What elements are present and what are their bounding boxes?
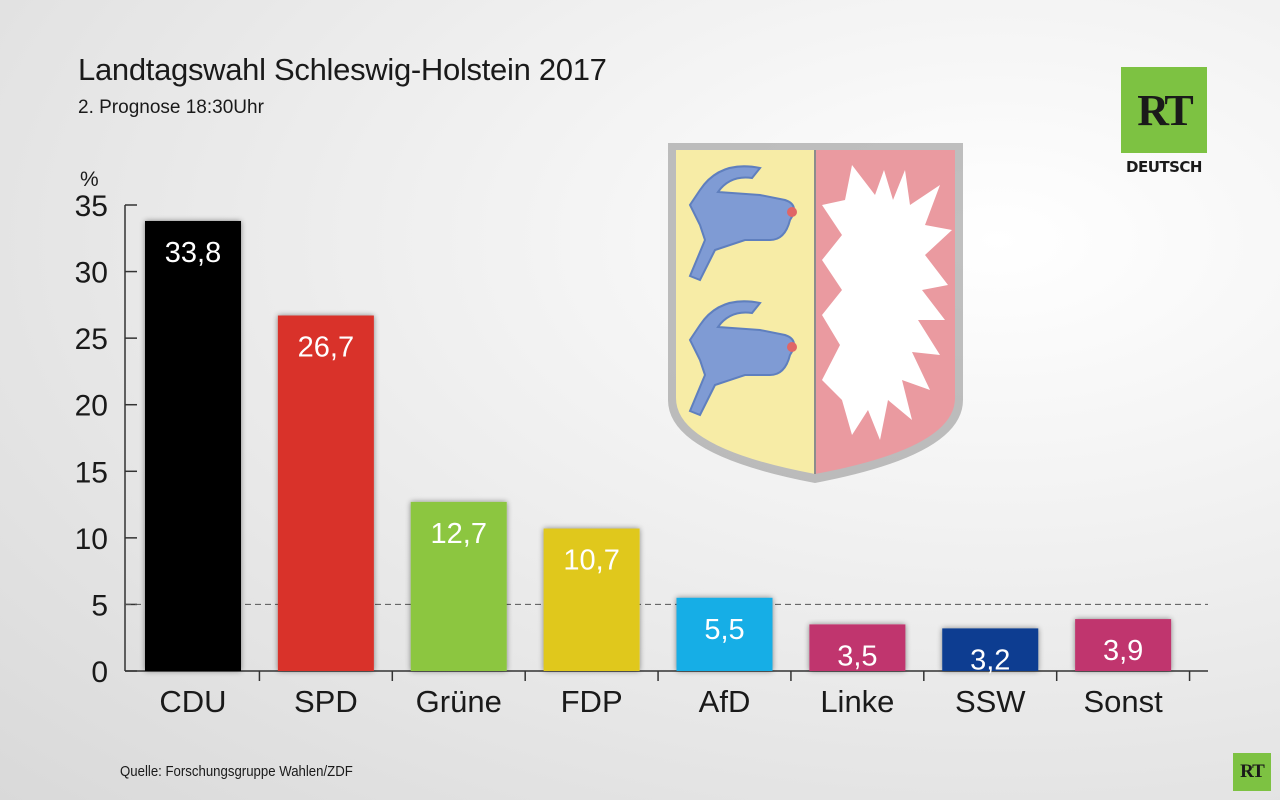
chart-subtitle: 2. Prognose 18:30Uhr [78,97,264,118]
bars-group [145,220,1172,671]
bar-grüne [410,501,507,671]
y-axis-unit: % [80,168,99,191]
rt-logo: RT DEUTSCH [1121,67,1207,176]
category-label: SPD [294,684,358,719]
source-note: Quelle: Forschungsgruppe Wahlen/ZDF [120,763,353,780]
category-label: Sonst [1083,684,1163,719]
category-label: AfD [699,684,751,719]
bar-sonst [1075,619,1172,671]
bar-linke [809,624,906,671]
chart-axes: 0 5 10 15 20 25 30 35% [75,168,1208,689]
rt-logo-subtitle: DEUTSCH [1126,158,1202,176]
value-label: 12,7 [431,518,487,550]
rt-small-logo-text: RT [1240,761,1265,782]
value-label: 3,5 [837,640,877,672]
value-label: 26,7 [298,332,354,364]
bar-ssw [942,628,1039,671]
category-label: Linke [820,684,894,719]
y-tick-label: 0 [91,656,108,689]
bar-spd [277,315,374,671]
y-tick-label: 10 [75,523,108,556]
category-label: SSW [955,684,1026,719]
y-tick-label: 30 [75,257,108,290]
category-label: FDP [561,684,623,719]
labels-group: 33,8 CDU 26,7 SPD 12,7 Grüne 10,7 FDP 5,5 AfD 3,5 L… [159,237,1163,719]
value-label: 33,8 [165,237,221,269]
value-label: 3,2 [970,644,1010,676]
bar-cdu [145,220,241,671]
category-label: Grüne [416,684,502,719]
y-tick-label: 20 [75,390,108,423]
y-tick-label: 5 [91,589,108,622]
rt-logo-text: RT [1137,85,1194,135]
value-label: 5,5 [704,614,744,646]
value-label: 10,7 [563,545,619,577]
rt-small-logo: RT [1233,753,1271,791]
y-tick-label: 25 [75,323,108,356]
bar-afd [676,597,773,671]
y-tick-label: 15 [75,456,108,489]
category-label: CDU [159,684,226,719]
value-label: 3,9 [1103,635,1143,667]
bar-fdp [543,528,640,671]
y-tick-label: 35 [75,190,108,223]
chart-title: Landtagswahl Schleswig-Holstein 2017 [78,52,607,87]
coat-of-arms-icon [668,143,963,483]
